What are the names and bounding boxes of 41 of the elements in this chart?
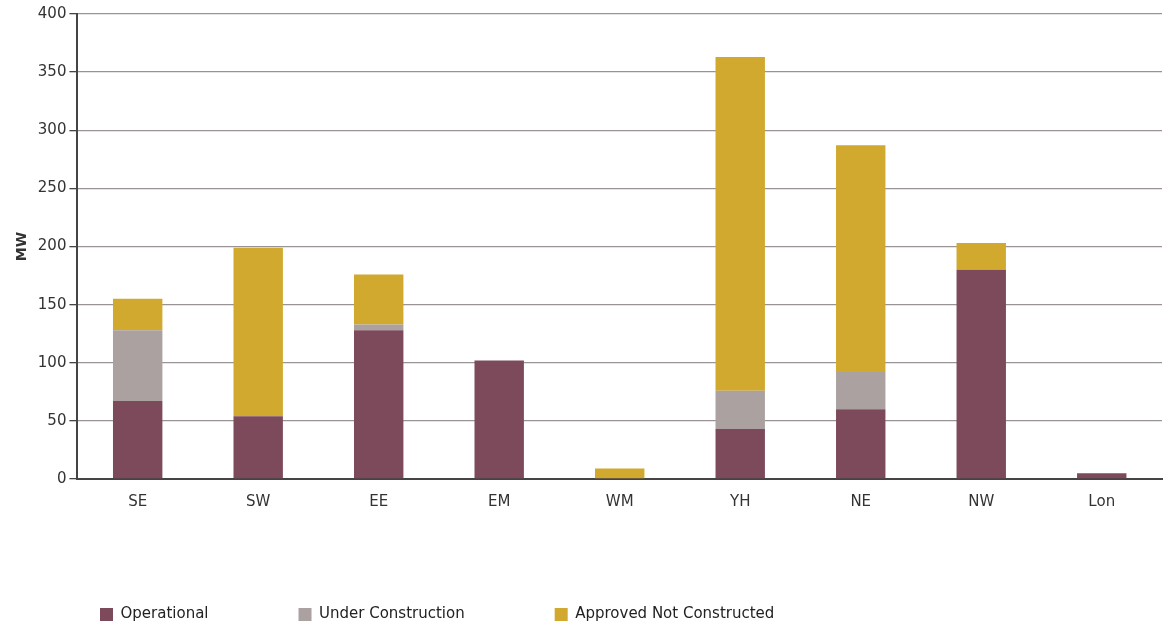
y-tick-label: 0 [56, 468, 67, 487]
x-tick-label: SE [128, 491, 148, 510]
y-tick-label: 350 [37, 62, 67, 81]
y-axis-title: MW [13, 231, 30, 262]
y-tick-label: 300 [37, 120, 67, 139]
x-tick-label: SW [246, 491, 271, 510]
legend-label: Approved Not Constructed [575, 604, 775, 623]
y-tick-label: 200 [37, 236, 67, 255]
bar [956, 269, 1006, 479]
y-tick-label: 250 [37, 178, 67, 197]
x-tick-label: EE [369, 491, 389, 510]
legend-label: Under Construction [319, 604, 465, 623]
y-tick-label: 100 [37, 352, 67, 371]
y-tick-label: 150 [37, 294, 67, 313]
bar [112, 330, 163, 402]
bar [233, 416, 283, 479]
bar [112, 298, 163, 331]
bar [474, 360, 524, 479]
x-tick-label: YH [729, 491, 751, 510]
bar [354, 274, 404, 325]
bar [1077, 473, 1127, 479]
x-tick-label: WM [605, 491, 634, 510]
legend-label: Operational [120, 604, 209, 623]
bar [836, 145, 886, 373]
bar [836, 409, 886, 479]
bar [112, 401, 163, 479]
bar [836, 372, 886, 410]
bar [715, 390, 765, 430]
x-tick-label: EM [488, 491, 511, 510]
bar [956, 243, 1006, 270]
x-tick-label: NW [968, 491, 995, 510]
x-tick-label: Lon [1088, 491, 1116, 510]
x-tick-label: NE [850, 491, 872, 510]
bar [715, 57, 765, 391]
bar [354, 324, 404, 331]
bar [233, 247, 283, 417]
bar [354, 330, 404, 479]
y-tick-label: 400 [37, 3, 67, 22]
y-tick-label: 50 [47, 410, 67, 429]
bar [595, 468, 645, 479]
bar [715, 429, 765, 479]
